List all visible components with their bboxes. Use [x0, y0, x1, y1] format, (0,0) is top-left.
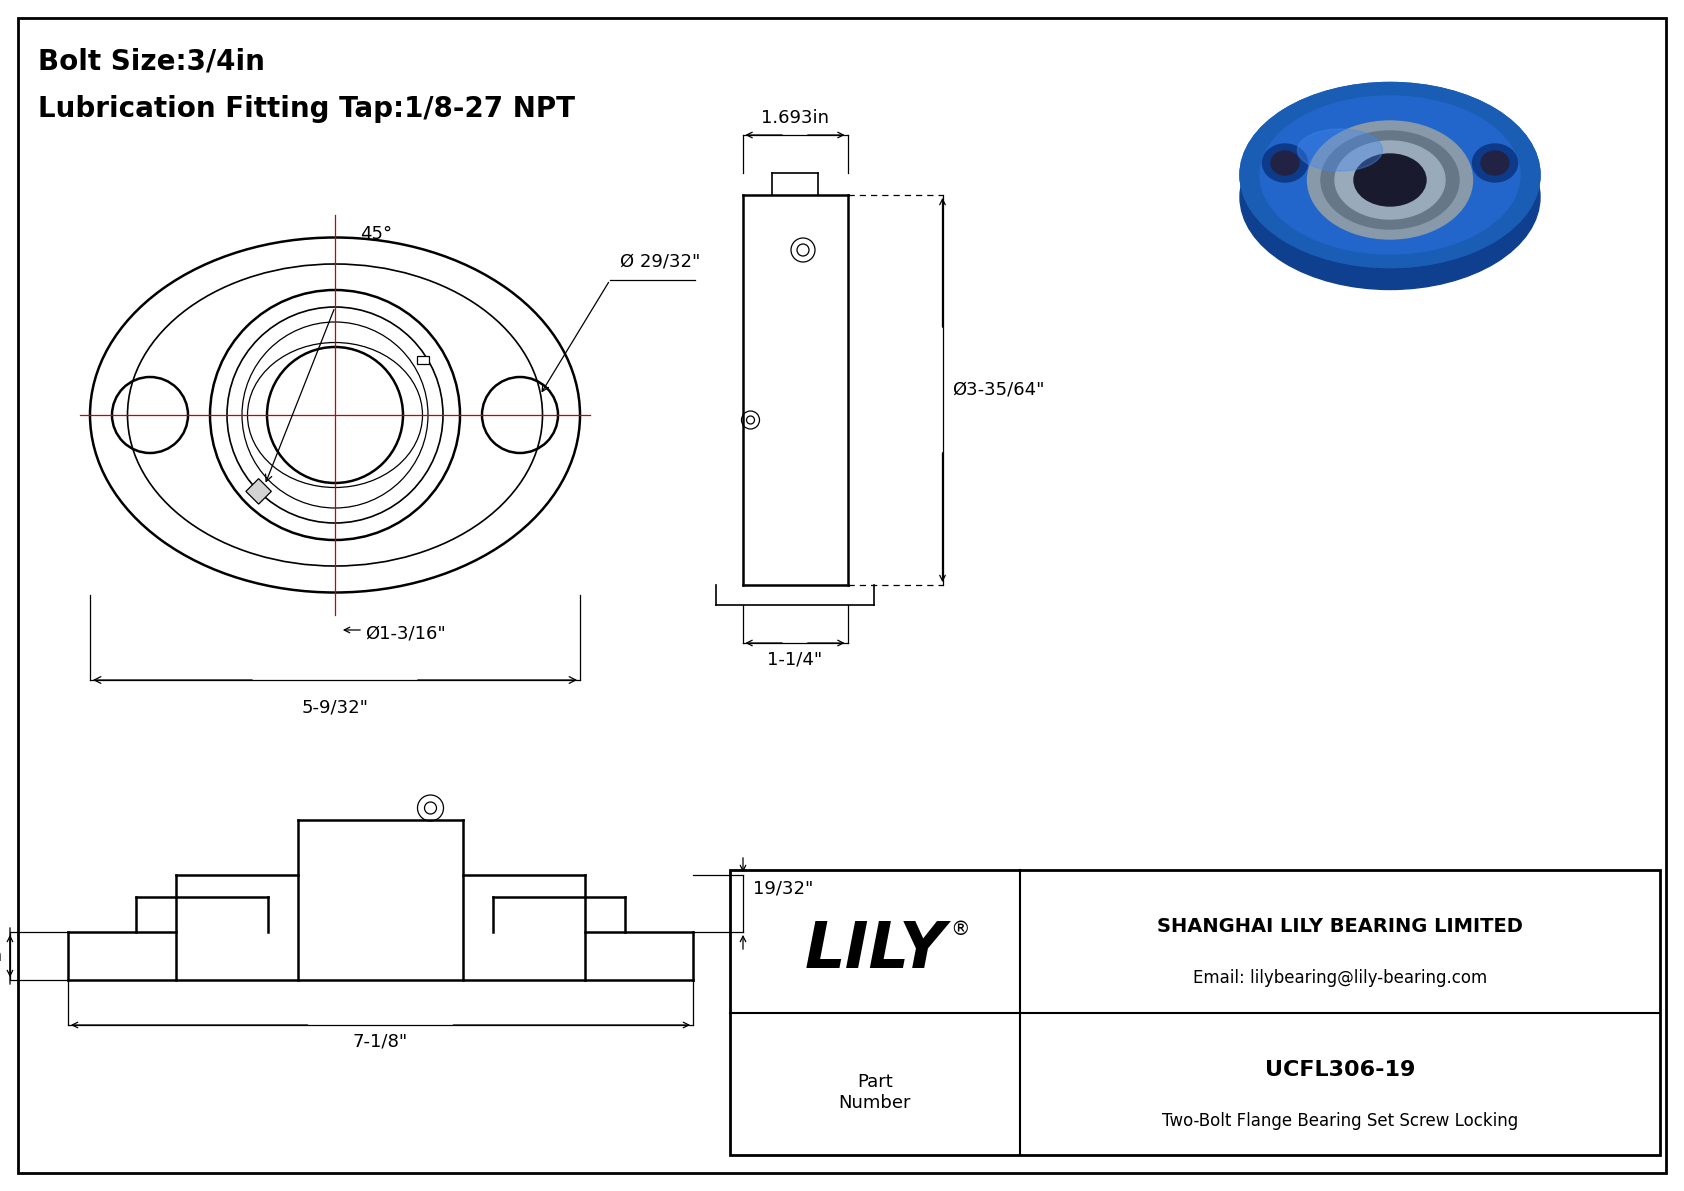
Text: 45°: 45° — [360, 225, 392, 243]
Ellipse shape — [1271, 151, 1298, 175]
Text: UCFL306-19: UCFL306-19 — [1265, 1060, 1415, 1079]
Text: ®: ® — [950, 919, 970, 939]
Ellipse shape — [1320, 131, 1458, 229]
Text: 7-1/8": 7-1/8" — [354, 1033, 408, 1050]
Ellipse shape — [1480, 151, 1509, 175]
Text: Part
Number: Part Number — [839, 1073, 911, 1111]
Bar — [418, 356, 429, 364]
Bar — [729, 869, 1660, 1155]
Ellipse shape — [1260, 96, 1521, 254]
Text: 1.732in: 1.732in — [0, 947, 2, 965]
Text: Ø 29/32": Ø 29/32" — [620, 252, 701, 270]
Text: Ø3-35/64": Ø3-35/64" — [953, 381, 1046, 399]
Text: Lubrication Fitting Tap:1/8-27 NPT: Lubrication Fitting Tap:1/8-27 NPT — [39, 95, 574, 123]
Ellipse shape — [1472, 144, 1517, 182]
Ellipse shape — [1239, 82, 1539, 268]
Text: 1.693in: 1.693in — [761, 110, 829, 127]
Ellipse shape — [1263, 144, 1307, 182]
Text: 19/32": 19/32" — [753, 879, 813, 898]
Ellipse shape — [1297, 129, 1383, 172]
Ellipse shape — [1239, 105, 1539, 289]
Text: LILY: LILY — [805, 918, 946, 981]
Text: Ø1-3/16": Ø1-3/16" — [365, 625, 446, 643]
Text: Bolt Size:3/4in: Bolt Size:3/4in — [39, 48, 264, 76]
Ellipse shape — [1239, 82, 1539, 268]
Polygon shape — [246, 479, 271, 504]
Ellipse shape — [1307, 121, 1472, 239]
Text: 5-9/32": 5-9/32" — [301, 698, 369, 716]
Ellipse shape — [1335, 141, 1445, 219]
Text: SHANGHAI LILY BEARING LIMITED: SHANGHAI LILY BEARING LIMITED — [1157, 917, 1522, 936]
Text: Two-Bolt Flange Bearing Set Screw Locking: Two-Bolt Flange Bearing Set Screw Lockin… — [1162, 1112, 1517, 1130]
Ellipse shape — [1354, 154, 1426, 206]
Text: Email: lilybearing@lily-bearing.com: Email: lilybearing@lily-bearing.com — [1192, 969, 1487, 987]
Text: 1-1/4": 1-1/4" — [768, 651, 822, 669]
